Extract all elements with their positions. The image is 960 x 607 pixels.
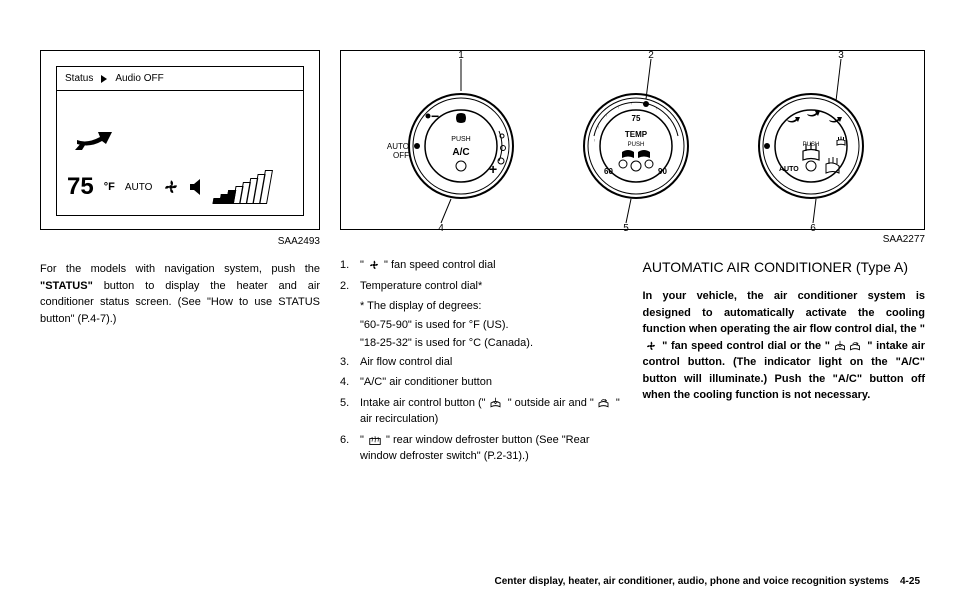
dial2-temp: TEMP: [625, 130, 648, 139]
dial1-minus: −: [431, 108, 439, 124]
column-2: 1." " fan speed control dial2.Temperatur…: [340, 257, 623, 469]
svg-text:|: |: [594, 138, 595, 142]
list-item: 3.Air flow control dial: [340, 354, 623, 371]
svg-text:|: |: [631, 101, 632, 105]
col1-paragraph: For the models with navigation system, p…: [40, 261, 320, 327]
list-item: 4."A/C" air conditioner button: [340, 374, 623, 391]
dial1-auto: AUTO: [387, 142, 409, 151]
list-item: 1." " fan speed control dial: [340, 257, 623, 274]
list-body: Temperature control dial*: [360, 278, 623, 295]
figure-1-screen: Status Audio OFF 75 °F AUTO: [56, 66, 304, 216]
col3-body: In your vehicle, the air conditioner sys…: [643, 288, 926, 404]
callout-5: 5: [623, 223, 629, 231]
dial2-75: 75: [632, 114, 641, 123]
figure-2-box: PUSH A/C AUTO OFF − + 1: [340, 50, 925, 230]
figure-2-label: SAA2277: [340, 234, 925, 245]
list-number: 4.: [340, 374, 360, 391]
list-body: Air flow control dial: [360, 354, 623, 371]
figure-1-label: SAA2493: [40, 234, 320, 249]
callout-4: 4: [438, 223, 444, 231]
callout-3: 3: [838, 51, 844, 61]
page-columns: Status Audio OFF 75 °F AUTO: [40, 50, 920, 469]
callout-6: 6: [810, 223, 816, 231]
footer-text: Center display, heater, air conditioner,…: [495, 576, 889, 587]
column-1: Status Audio OFF 75 °F AUTO: [40, 50, 320, 469]
list-number: 1.: [340, 257, 360, 274]
vent-direction-icon: [72, 122, 122, 156]
list-body: " " fan speed control dial: [360, 257, 623, 274]
svg-text:|: |: [598, 125, 599, 129]
right-columns-wrapper: PUSH A/C AUTO OFF − + 1: [340, 50, 925, 469]
list-item: 2.Temperature control dial*: [340, 278, 623, 295]
list-number: 6.: [340, 432, 360, 465]
play-icon: [101, 75, 107, 83]
speaker-icon: [190, 177, 204, 197]
dial1-push: PUSH: [451, 136, 470, 143]
status-button-name: "STATUS": [40, 280, 93, 292]
callout-2: 2: [648, 51, 654, 61]
dial3-auto: AUTO: [779, 166, 799, 173]
status-label: Status: [65, 71, 93, 86]
fan-icon: [643, 340, 659, 352]
dial1-off: OFF: [393, 151, 409, 160]
page-footer: Center display, heater, air conditioner,…: [495, 576, 921, 587]
dial1-ac: A/C: [452, 147, 469, 158]
list-number: 5.: [340, 395, 360, 428]
intake-icon: [834, 340, 864, 352]
fan-icon: [162, 178, 180, 196]
auto-label: AUTO: [125, 180, 153, 195]
dial2-push: PUSH: [628, 142, 645, 148]
page-number: 4-25: [900, 576, 920, 587]
level-bars: [214, 170, 270, 204]
list-body: "A/C" air conditioner button: [360, 374, 623, 391]
list-item: 5.Intake air control button (" " outside…: [340, 395, 623, 428]
col1-text-prefix: For the models with navigation system, p…: [40, 263, 320, 275]
list-sub-item: * The display of degrees:: [360, 298, 623, 315]
list-sub-item: "60-75-90" is used for °F (US).: [360, 317, 623, 334]
list-sub-item: "18-25-32" is used for °C (Canada).: [360, 335, 623, 352]
dial2-60: 60: [604, 167, 613, 176]
list-number: 2.: [340, 278, 360, 295]
col3-heading: AUTOMATIC AIR CONDITIONER (Type A): [643, 257, 926, 278]
audio-off-label: Audio OFF: [115, 71, 163, 86]
list-body: Intake air control button (" " outside a…: [360, 395, 623, 428]
list-item: 6." " rear window defroster button (See …: [340, 432, 623, 465]
callout-1: 1: [458, 51, 464, 61]
column-3: AUTOMATIC AIR CONDITIONER (Type A) In yo…: [643, 257, 926, 469]
temp-value: 75: [67, 169, 94, 205]
right-sub-columns: 1." " fan speed control dial2.Temperatur…: [340, 257, 925, 469]
col3-part2: " fan speed control dial or the ": [659, 340, 834, 352]
status-bar: Status Audio OFF: [57, 67, 303, 91]
dial1-plus: +: [489, 161, 497, 177]
temperature-display: 75 °F AUTO: [67, 169, 270, 205]
list-body: " " rear window defroster button (See "R…: [360, 432, 623, 465]
dials-diagram: PUSH A/C AUTO OFF − + 1: [341, 51, 926, 231]
numbered-list: 1." " fan speed control dial2.Temperatur…: [340, 257, 623, 465]
col3-part1: In your vehicle, the air conditioner sys…: [643, 290, 926, 335]
figure-1-box: Status Audio OFF 75 °F AUTO: [40, 50, 320, 230]
list-number: 3.: [340, 354, 360, 371]
dial2-90: 90: [658, 167, 667, 176]
temp-unit: °F: [104, 179, 115, 196]
